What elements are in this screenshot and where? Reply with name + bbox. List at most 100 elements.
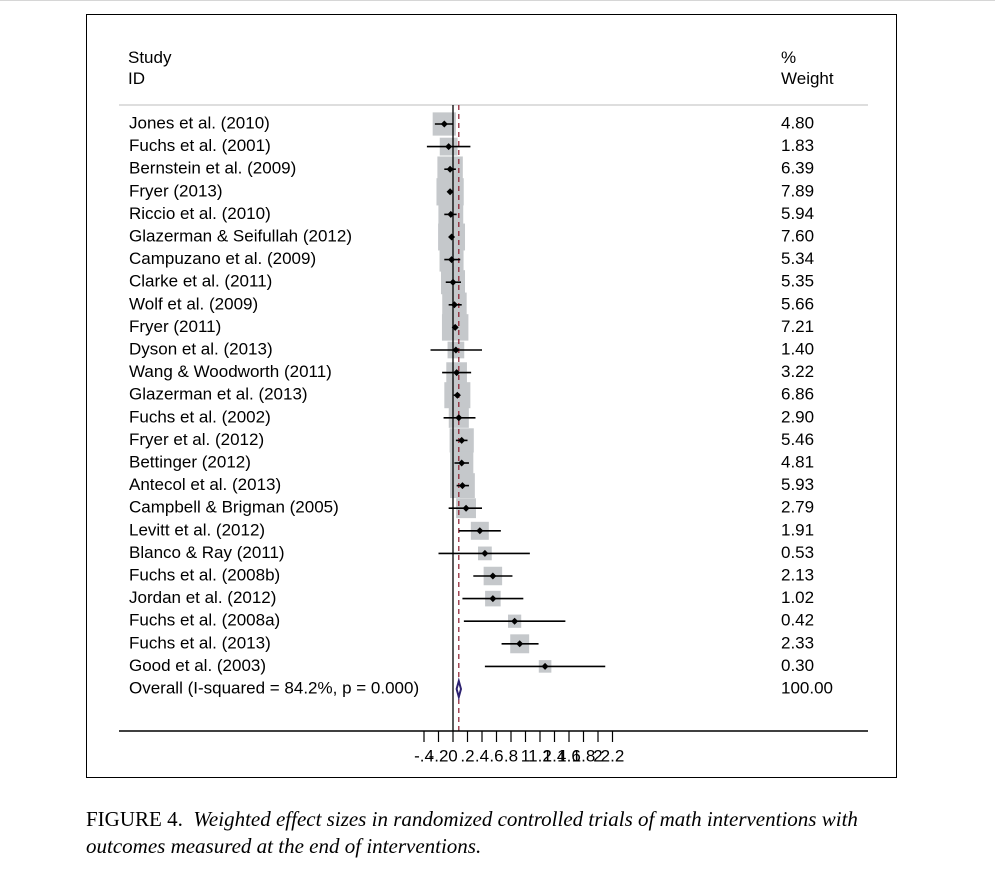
study-weight: 2.33 bbox=[781, 633, 814, 652]
effect-point bbox=[489, 572, 497, 580]
study-header-line1: Study bbox=[128, 48, 172, 67]
study-label: Dyson et al. (2013) bbox=[129, 339, 273, 358]
x-tick-label: 2.2 bbox=[601, 746, 625, 765]
effect-point bbox=[476, 527, 484, 535]
study-weight: 2.13 bbox=[781, 565, 814, 584]
effect-point bbox=[462, 504, 470, 512]
x-tick-label: .6 bbox=[489, 746, 503, 765]
effect-point bbox=[447, 210, 455, 218]
effect-point bbox=[448, 233, 456, 241]
overall-weight: 100.00 bbox=[781, 678, 833, 697]
effect-point bbox=[449, 278, 457, 286]
x-tick-label: 1 bbox=[521, 746, 530, 765]
weight-header-line2: Weight bbox=[781, 69, 834, 88]
forest-plot-frame: Study ID % Weight Jones et al. (2010) 4.8… bbox=[86, 14, 897, 778]
effect-point bbox=[450, 301, 458, 309]
x-tick-label: 0 bbox=[448, 746, 457, 765]
study-weight: 1.91 bbox=[781, 520, 814, 539]
study-weight: 0.53 bbox=[781, 543, 814, 562]
effect-point bbox=[446, 165, 454, 173]
study-weight: 4.81 bbox=[781, 452, 814, 471]
study-label: Bettinger (2012) bbox=[129, 452, 251, 471]
study-weight: 0.42 bbox=[781, 611, 814, 630]
study-weight: 7.60 bbox=[781, 226, 814, 245]
study-weight: 5.35 bbox=[781, 272, 814, 291]
study-label: Fuchs et al. (2008a) bbox=[129, 611, 280, 630]
weight-header: % Weight bbox=[781, 47, 834, 89]
effect-point bbox=[516, 640, 524, 648]
effect-point bbox=[445, 143, 453, 151]
caption-text: Weighted effect sizes in randomized cont… bbox=[86, 807, 858, 858]
study-label: Clarke et al. (2011) bbox=[129, 272, 272, 291]
study-label: Antecol et al. (2013) bbox=[129, 475, 281, 494]
study-weight: 5.93 bbox=[781, 475, 814, 494]
study-weight: 2.79 bbox=[781, 498, 814, 517]
study-label: Fuchs et al. (2008b) bbox=[129, 565, 280, 584]
study-label: Levitt et al. (2012) bbox=[129, 520, 265, 539]
study-weight: 1.02 bbox=[781, 588, 814, 607]
study-weight: 1.40 bbox=[781, 339, 814, 358]
x-tick-label: .4 bbox=[475, 746, 489, 765]
study-header-line2: ID bbox=[128, 69, 145, 88]
study-label: Fuchs et al. (2002) bbox=[129, 407, 271, 426]
study-weight: 1.83 bbox=[781, 136, 814, 155]
effect-point bbox=[458, 436, 466, 444]
x-tick-label: -.2 bbox=[429, 746, 449, 765]
x-tick-label: .8 bbox=[504, 746, 518, 765]
forest-plot: Jones et al. (2010) 4.80 Fuchs et al. (200… bbox=[119, 104, 868, 765]
study-weight: 6.86 bbox=[781, 385, 814, 404]
study-label: Fryer (2011) bbox=[129, 317, 221, 336]
effect-point bbox=[452, 346, 460, 354]
figure-caption: FIGURE 4. Weighted effect sizes in rando… bbox=[86, 806, 906, 860]
study-weight: 7.21 bbox=[781, 317, 814, 336]
x-tick-label: -.4 bbox=[414, 746, 434, 765]
study-label: Fryer et al. (2012) bbox=[129, 430, 264, 449]
top-rule bbox=[0, 0, 995, 1]
study-weight: 5.94 bbox=[781, 204, 814, 223]
study-weight: 6.39 bbox=[781, 159, 814, 178]
study-label: Glazerman et al. (2013) bbox=[129, 385, 308, 404]
study-weight: 2.90 bbox=[781, 407, 814, 426]
x-tick-label: 1.8 bbox=[572, 746, 596, 765]
study-weight: 5.34 bbox=[781, 249, 814, 268]
study-label: Glazerman & Seifullah (2012) bbox=[129, 226, 352, 245]
study-label: Good et al. (2003) bbox=[129, 656, 266, 675]
x-tick-label: 1.2 bbox=[528, 746, 552, 765]
study-label: Fuchs et al. (2001) bbox=[129, 136, 271, 155]
effect-point bbox=[455, 414, 463, 422]
study-label: Blanco & Ray (2011) bbox=[129, 543, 285, 562]
study-label: Jones et al. (2010) bbox=[129, 113, 270, 132]
effect-point bbox=[458, 482, 466, 490]
effect-point bbox=[458, 459, 466, 467]
study-label: Wolf et al. (2009) bbox=[129, 294, 258, 313]
x-tick-label: .2 bbox=[460, 746, 474, 765]
study-label: Campbell & Brigman (2005) bbox=[129, 498, 339, 517]
overall-label: Overall (I-squared = 84.2%, p = 0.000) bbox=[129, 678, 419, 697]
weight-boxes bbox=[432, 112, 552, 673]
study-weight: 5.66 bbox=[781, 294, 814, 313]
effect-point bbox=[448, 256, 456, 264]
study-weight: 4.80 bbox=[781, 113, 814, 132]
study-weight: 7.89 bbox=[781, 181, 814, 200]
effect-point bbox=[446, 188, 454, 196]
effect-point bbox=[453, 369, 461, 377]
study-weight: 3.22 bbox=[781, 362, 814, 381]
overall-diamond bbox=[455, 677, 463, 701]
caption-label: FIGURE 4. bbox=[86, 807, 183, 831]
weight-header-line1: % bbox=[781, 48, 797, 67]
study-label: Campuzano et al. (2009) bbox=[129, 249, 316, 268]
x-tick-label: 1.6 bbox=[557, 746, 581, 765]
study-weight: 5.46 bbox=[781, 430, 814, 449]
effect-point bbox=[440, 120, 448, 128]
effect-point bbox=[511, 617, 519, 625]
x-tick-label: 2 bbox=[593, 746, 602, 765]
effect-point bbox=[453, 391, 461, 399]
x-tick-label: 1.4 bbox=[543, 746, 567, 765]
study-label: Jordan et al. (2012) bbox=[129, 588, 276, 607]
effect-point bbox=[481, 549, 489, 557]
study-label: Fryer (2013) bbox=[129, 181, 223, 200]
study-label: Bernstein et al. (2009) bbox=[129, 159, 296, 178]
study-label: Riccio et al. (2010) bbox=[129, 204, 271, 223]
study-header: Study ID bbox=[128, 47, 171, 89]
study-label: Wang & Woodworth (2011) bbox=[129, 362, 332, 381]
